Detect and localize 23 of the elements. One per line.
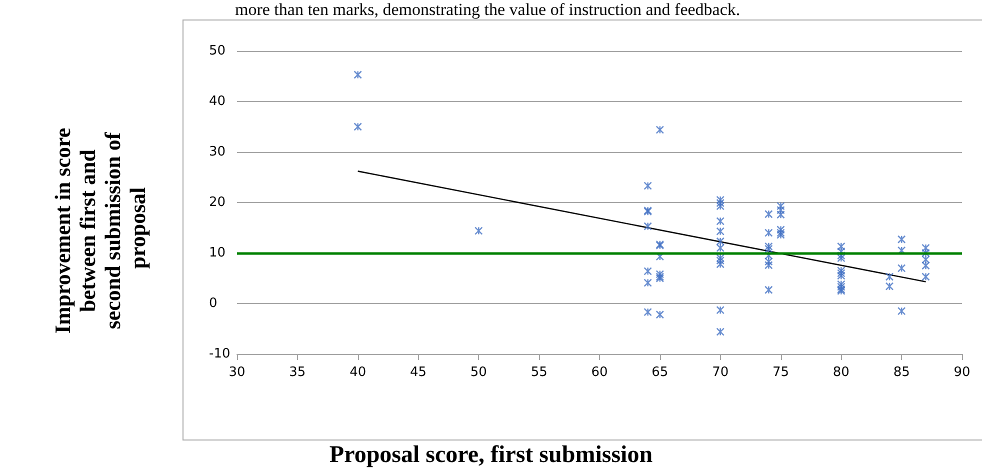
x-tick-label: 55 <box>530 365 548 380</box>
y-tick-label: 30 <box>209 144 226 160</box>
x-tick-label: 75 <box>772 365 790 380</box>
x-tick-label: 30 <box>228 365 246 380</box>
x-tick-label: 70 <box>712 365 729 380</box>
x-tick-label: 60 <box>591 365 608 380</box>
x-tick-label: 50 <box>470 365 487 380</box>
y-tick-label: 50 <box>209 44 226 58</box>
y-tick-label: 20 <box>209 195 226 210</box>
x-tick-label: 65 <box>652 365 668 380</box>
y-tick-label: -10 <box>209 346 230 362</box>
text: more than ten marks, demonstrating the value of instruction and feedback. <box>235 0 740 19</box>
x-tick-label: 35 <box>289 365 306 380</box>
x-tick-label: 40 <box>350 365 366 380</box>
x-axis-title: Proposal score, first submission <box>329 442 653 468</box>
x-tick-label: 80 <box>832 365 850 380</box>
y-tick-label: 10 <box>209 246 226 260</box>
y-axis-title: Improvement in score between first and second submission of proposal <box>50 122 150 334</box>
x-tick-label: 90 <box>954 365 970 380</box>
x-tick-label: 45 <box>410 365 427 380</box>
y-tick-label: 40 <box>209 94 226 109</box>
y-tick-label: 0 <box>209 296 218 311</box>
x-tick-label: 85 <box>893 365 910 380</box>
